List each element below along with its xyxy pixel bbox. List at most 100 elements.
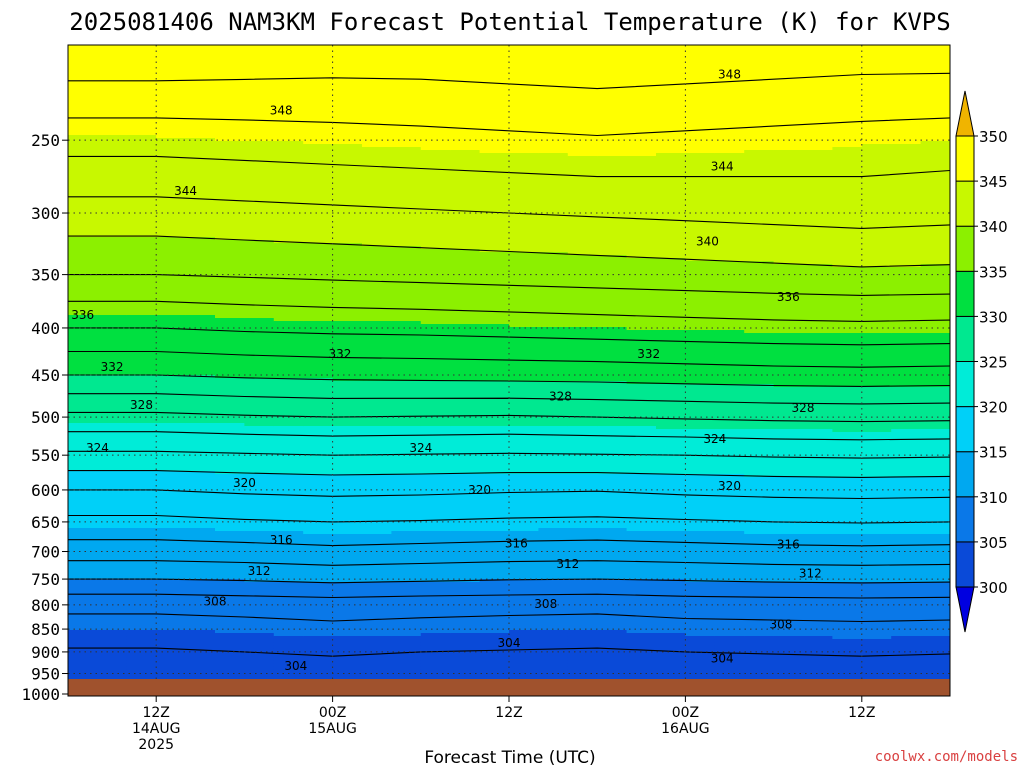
field-cell bbox=[567, 456, 598, 460]
field-cell bbox=[68, 381, 98, 385]
field-cell bbox=[450, 621, 481, 625]
field-cell bbox=[597, 135, 628, 139]
field-cell bbox=[332, 336, 363, 340]
field-cell bbox=[538, 609, 569, 613]
field-cell bbox=[185, 621, 216, 625]
field-cell bbox=[450, 498, 481, 502]
field-cell bbox=[156, 375, 187, 379]
field-cell bbox=[126, 441, 157, 445]
field-cell bbox=[185, 57, 216, 61]
field-cell bbox=[656, 483, 686, 487]
field-cell bbox=[215, 369, 245, 373]
field-cell bbox=[97, 141, 128, 145]
field-cell bbox=[185, 207, 216, 211]
field-cell bbox=[714, 570, 745, 574]
field-cell bbox=[685, 294, 716, 298]
field-cell bbox=[597, 99, 628, 103]
field-cell bbox=[303, 273, 334, 277]
field-cell bbox=[420, 621, 451, 625]
field-cell bbox=[685, 660, 716, 664]
field-cell bbox=[215, 261, 245, 265]
field-cell bbox=[685, 459, 716, 463]
field-cell bbox=[450, 105, 481, 109]
field-cell bbox=[626, 330, 657, 334]
field-cell bbox=[273, 210, 304, 214]
field-cell bbox=[244, 195, 275, 199]
field-cell bbox=[97, 399, 128, 403]
field-cell bbox=[97, 132, 128, 136]
field-cell bbox=[538, 462, 569, 466]
field-cell bbox=[244, 420, 275, 424]
field-cell bbox=[509, 69, 539, 73]
field-cell bbox=[509, 396, 539, 400]
field-cell bbox=[567, 492, 598, 496]
field-cell bbox=[567, 288, 598, 292]
field-cell bbox=[714, 255, 745, 259]
field-cell bbox=[567, 624, 598, 628]
field-cell bbox=[332, 603, 363, 607]
field-cell bbox=[362, 129, 392, 133]
field-cell bbox=[656, 531, 686, 535]
field-cell bbox=[626, 54, 657, 58]
field-cell bbox=[126, 618, 157, 622]
field-cell bbox=[685, 156, 716, 160]
field-cell bbox=[185, 54, 216, 58]
field-cell bbox=[156, 522, 187, 526]
field-cell bbox=[244, 438, 275, 442]
field-cell bbox=[185, 594, 216, 598]
field-cell bbox=[656, 408, 686, 412]
field-cell bbox=[68, 231, 98, 235]
field-cell bbox=[391, 537, 422, 541]
field-cell bbox=[538, 378, 569, 382]
field-cell bbox=[215, 303, 245, 307]
field-cell bbox=[597, 648, 628, 652]
field-cell bbox=[126, 624, 157, 628]
field-cell bbox=[303, 429, 334, 433]
field-cell bbox=[597, 549, 628, 553]
field-cell bbox=[156, 72, 187, 76]
field-cell bbox=[391, 498, 422, 502]
field-cell bbox=[156, 54, 187, 58]
field-cell bbox=[479, 639, 510, 643]
field-cell bbox=[303, 471, 334, 475]
field-cell bbox=[156, 363, 187, 367]
field-cell bbox=[185, 81, 216, 85]
field-cell bbox=[215, 504, 245, 508]
field-cell bbox=[68, 369, 98, 373]
field-cell bbox=[391, 339, 422, 343]
field-cell bbox=[215, 225, 245, 229]
field-cell bbox=[597, 585, 628, 589]
field-cell bbox=[714, 507, 745, 511]
field-cell bbox=[126, 75, 157, 79]
field-cell bbox=[185, 441, 216, 445]
field-cell bbox=[97, 498, 128, 502]
field-cell bbox=[597, 660, 628, 664]
field-cell bbox=[391, 336, 422, 340]
field-cell bbox=[656, 141, 686, 145]
field-cell bbox=[244, 483, 275, 487]
field-cell bbox=[126, 528, 157, 532]
field-cell bbox=[215, 150, 245, 154]
field-cell bbox=[68, 627, 98, 631]
field-cell bbox=[273, 660, 304, 664]
field-cell bbox=[332, 618, 363, 622]
field-cell bbox=[97, 327, 128, 331]
field-cell bbox=[509, 633, 539, 637]
field-cell bbox=[538, 618, 569, 622]
field-cell bbox=[538, 324, 569, 328]
field-cell bbox=[685, 243, 716, 247]
field-cell bbox=[97, 87, 128, 91]
field-cell bbox=[126, 231, 157, 235]
field-cell bbox=[215, 45, 245, 49]
field-cell bbox=[714, 426, 745, 430]
field-cell bbox=[597, 108, 628, 112]
field-cell bbox=[420, 276, 451, 280]
field-cell bbox=[656, 192, 686, 196]
field-cell bbox=[626, 351, 657, 355]
field-cell bbox=[215, 483, 245, 487]
field-cell bbox=[68, 453, 98, 457]
field-cell bbox=[567, 654, 598, 658]
field-cell bbox=[538, 447, 569, 451]
field-cell bbox=[420, 210, 451, 214]
field-cell bbox=[126, 363, 157, 367]
